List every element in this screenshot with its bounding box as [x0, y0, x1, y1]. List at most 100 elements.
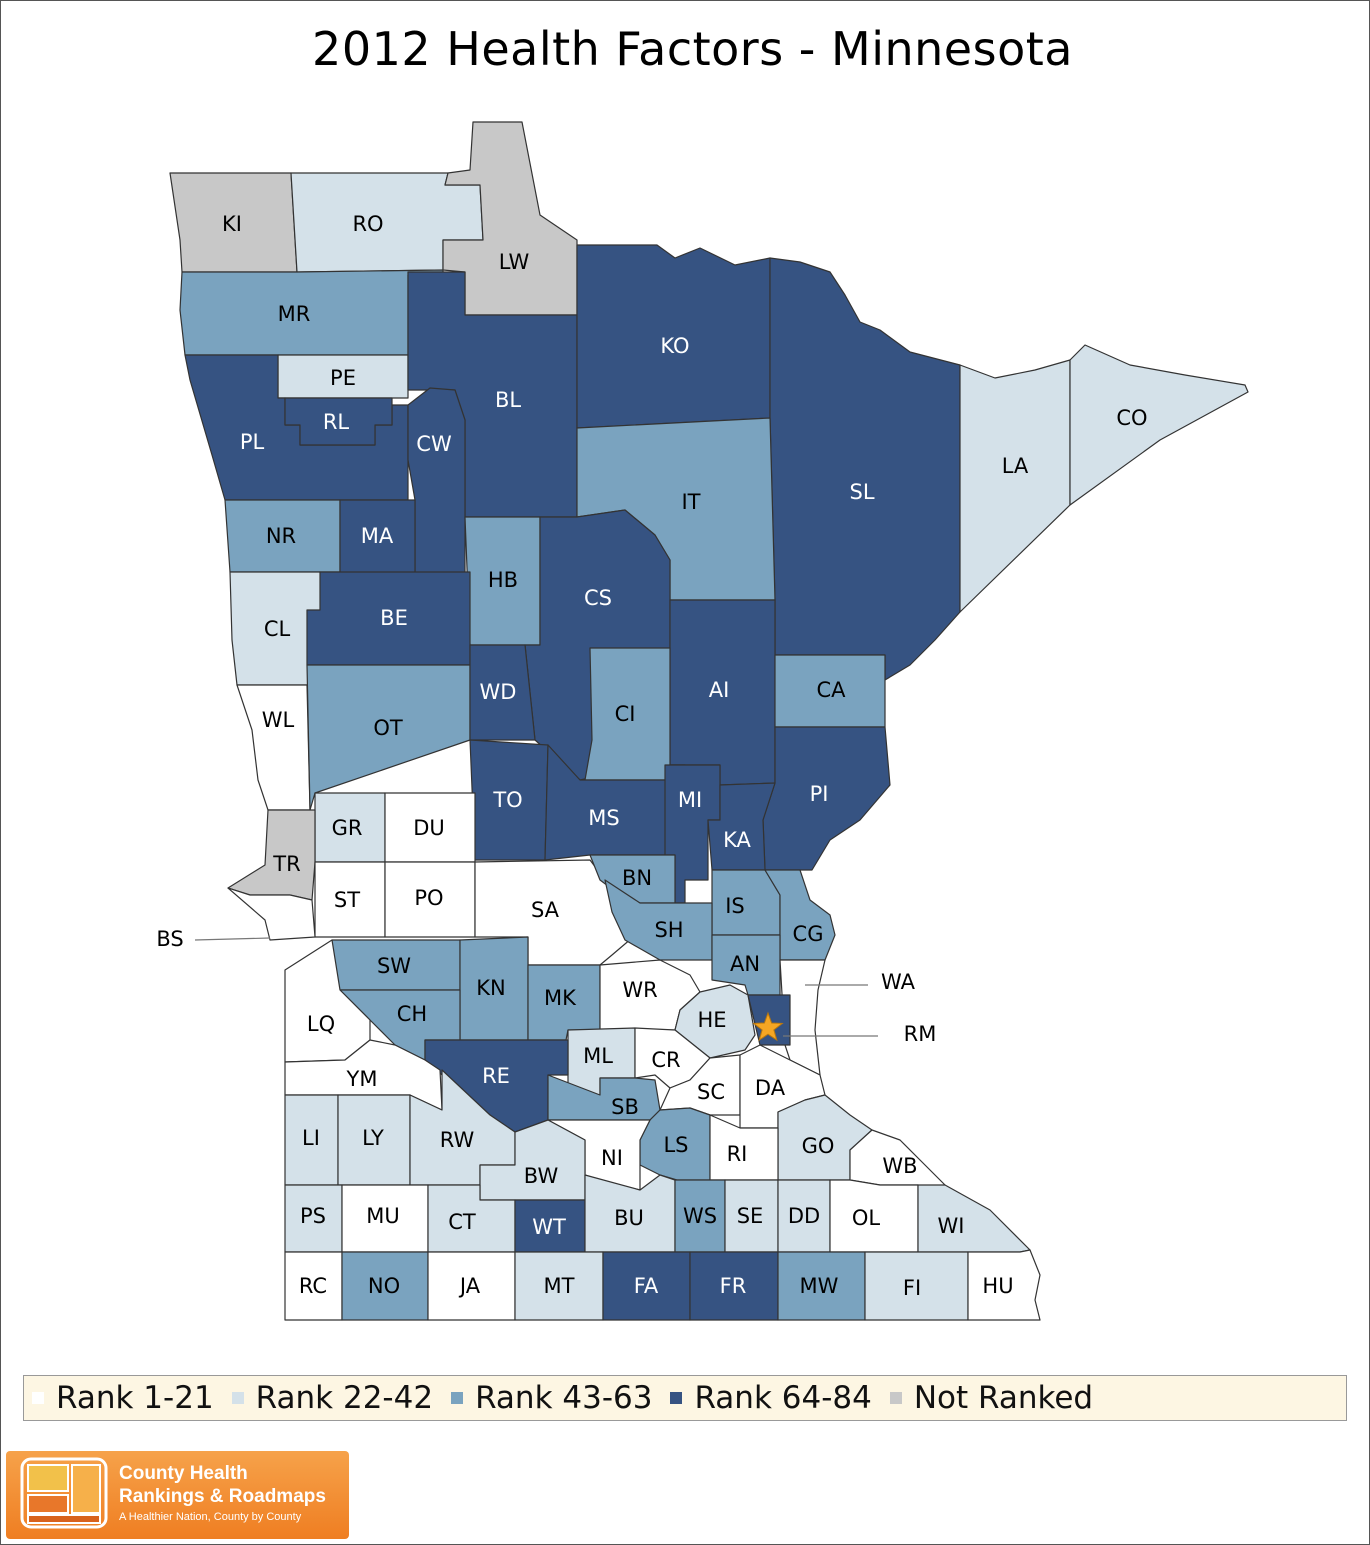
map-title: 2012 Health Factors - Minnesota	[312, 22, 1073, 76]
legend-item-rank-43-63: Rank 43-63	[451, 1380, 652, 1416]
county-label-cg: CG	[793, 922, 824, 946]
county-sl	[769, 257, 961, 681]
legend-label: Rank 22-42	[255, 1380, 434, 1416]
county-sb	[547, 1074, 661, 1121]
county-label-rw: RW	[440, 1128, 475, 1152]
county-label-da: DA	[755, 1076, 786, 1100]
county-label-nr: NR	[266, 524, 296, 548]
county-label-ls: LS	[663, 1133, 688, 1157]
county-ri	[709, 1114, 779, 1181]
county-label-lw: LW	[499, 250, 530, 274]
county-label-kn: KN	[476, 976, 505, 1000]
county-label-sb: SB	[611, 1095, 639, 1119]
county-label-mk: MK	[544, 986, 577, 1010]
county-label-mu: MU	[366, 1204, 400, 1228]
county-label-hu: HU	[982, 1274, 1013, 1298]
county-label-st: ST	[334, 888, 360, 912]
county-label-sa: SA	[531, 898, 560, 922]
county-health-rankings-logo[interactable]: County Health Rankings & Roadmaps A Heal…	[6, 1451, 349, 1539]
county-label-go: GO	[802, 1134, 835, 1158]
legend-item-rank-1-21: Rank 1-21	[32, 1380, 214, 1416]
county-label-ws: WS	[683, 1204, 717, 1228]
county-label-rl: RL	[323, 410, 350, 434]
county-label-fi: FI	[903, 1276, 921, 1300]
county-la	[959, 359, 1071, 613]
county-is	[711, 869, 781, 936]
county-label-cw: CW	[416, 432, 452, 456]
logo-tagline: A Healthier Nation, County by County	[119, 1511, 302, 1523]
county-label-it: IT	[681, 490, 700, 514]
county-label-re: RE	[482, 1064, 510, 1088]
county-cg	[764, 869, 836, 961]
county-label-sh: SH	[654, 918, 683, 942]
legend-label: Not Ranked	[913, 1380, 1094, 1416]
county-label-bw: BW	[524, 1164, 559, 1188]
county-label-du: DU	[413, 816, 445, 840]
county-rl	[284, 397, 393, 446]
county-label-ch: CH	[397, 1002, 427, 1026]
county-label-an: AN	[730, 952, 760, 976]
legend-label: Rank 1-21	[56, 1380, 214, 1416]
county-label-pl: PL	[240, 430, 265, 454]
county-tr	[227, 809, 316, 901]
county-bs	[227, 887, 316, 941]
county-label-bl: BL	[495, 388, 521, 412]
county-label-po: PO	[414, 886, 443, 910]
county-label-ni: NI	[601, 1146, 623, 1170]
county-label-ot: OT	[373, 716, 403, 740]
county-label-se: SE	[737, 1204, 764, 1228]
county-label-bu: BU	[614, 1206, 644, 1230]
logo-text-line1: County Health	[119, 1463, 248, 1484]
county-label-ly: LY	[362, 1126, 384, 1150]
county-wd	[469, 644, 536, 741]
legend-swatch	[32, 1392, 44, 1404]
legend-item-not-ranked: Not Ranked	[889, 1380, 1094, 1416]
county-label-ri: RI	[727, 1142, 748, 1166]
county-mr	[179, 269, 444, 356]
county-label-bn: BN	[622, 866, 652, 890]
county-label-wt: WT	[532, 1215, 566, 1239]
county-label-sc: SC	[697, 1080, 725, 1104]
county-label-cl: CL	[264, 617, 291, 641]
legend-label: Rank 64-84	[694, 1380, 872, 1416]
county-label-li: LI	[302, 1126, 320, 1150]
county-cw	[407, 387, 466, 574]
county-label-to: TO	[492, 788, 522, 812]
legend-label: Rank 43-63	[475, 1380, 653, 1416]
logo-mark-icon	[20, 1457, 108, 1529]
county-label-wi: WI	[938, 1214, 965, 1238]
county-label-mi: MI	[678, 788, 702, 812]
county-wa	[779, 959, 826, 1076]
legend-swatch	[231, 1392, 244, 1404]
county-label-ps: PS	[300, 1204, 326, 1228]
logo-text-line2: Rankings & Roadmaps	[119, 1486, 326, 1507]
county-label-be: BE	[380, 606, 408, 630]
county-label-mt: MT	[544, 1274, 575, 1298]
county-label-sl: SL	[849, 480, 874, 504]
county-wl	[236, 684, 311, 811]
county-label-tr: TR	[272, 852, 300, 876]
county-label-ml: ML	[583, 1044, 613, 1068]
legend: Rank 1-21 Rank 22-42 Rank 43-63 Rank 64-…	[23, 1375, 1347, 1421]
county-label-ki: KI	[222, 212, 242, 236]
county-label-wl: WL	[262, 708, 295, 732]
county-label-pi: PI	[810, 782, 829, 806]
county-label-gr: GR	[332, 816, 363, 840]
county-label-wd: WD	[480, 680, 517, 704]
county-co	[1069, 344, 1249, 506]
county-label-wr: WR	[622, 978, 657, 1002]
legend-item-rank-22-42: Rank 22-42	[231, 1380, 434, 1416]
legend-item-rank-64-84: Rank 64-84	[670, 1380, 872, 1416]
capital-star-icon	[752, 1011, 784, 1042]
county-label-ct: CT	[448, 1210, 476, 1234]
county-label-wb: WB	[882, 1154, 917, 1178]
county-label-sw: SW	[377, 954, 411, 978]
legend-swatch	[889, 1392, 902, 1404]
county-label-is: IS	[725, 894, 745, 918]
county-label-ro: RO	[352, 212, 383, 236]
county-label-bs: BS	[156, 927, 183, 951]
county-label-ym: YM	[346, 1067, 378, 1091]
callout-line-bs	[194, 937, 271, 941]
county-label-wa: WA	[881, 970, 916, 994]
county-label-ca: CA	[816, 678, 846, 702]
